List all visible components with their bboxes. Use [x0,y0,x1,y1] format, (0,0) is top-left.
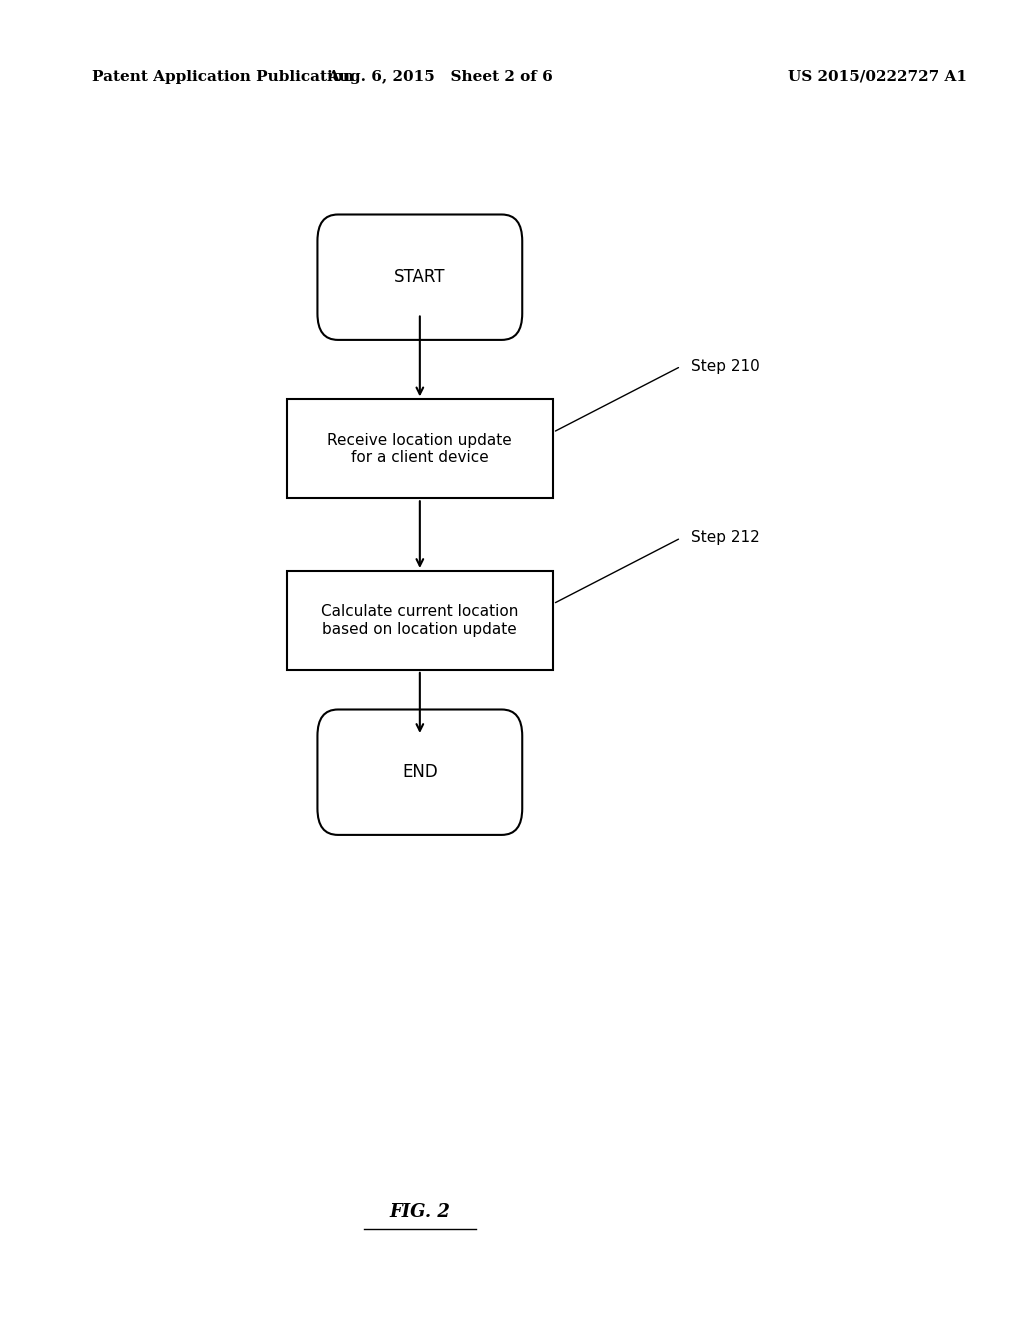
FancyBboxPatch shape [287,570,553,671]
Text: Step 210: Step 210 [691,359,760,374]
Text: END: END [402,763,437,781]
FancyBboxPatch shape [317,710,522,836]
Text: Step 212: Step 212 [691,531,760,545]
Text: Aug. 6, 2015   Sheet 2 of 6: Aug. 6, 2015 Sheet 2 of 6 [328,70,553,83]
FancyBboxPatch shape [287,399,553,498]
Text: US 2015/0222727 A1: US 2015/0222727 A1 [788,70,968,83]
FancyBboxPatch shape [317,214,522,339]
Text: FIG. 2: FIG. 2 [389,1203,451,1221]
Text: Receive location update
for a client device: Receive location update for a client dev… [328,433,512,465]
Text: Calculate current location
based on location update: Calculate current location based on loca… [322,605,518,636]
Text: START: START [394,268,445,286]
Text: Patent Application Publication: Patent Application Publication [92,70,354,83]
